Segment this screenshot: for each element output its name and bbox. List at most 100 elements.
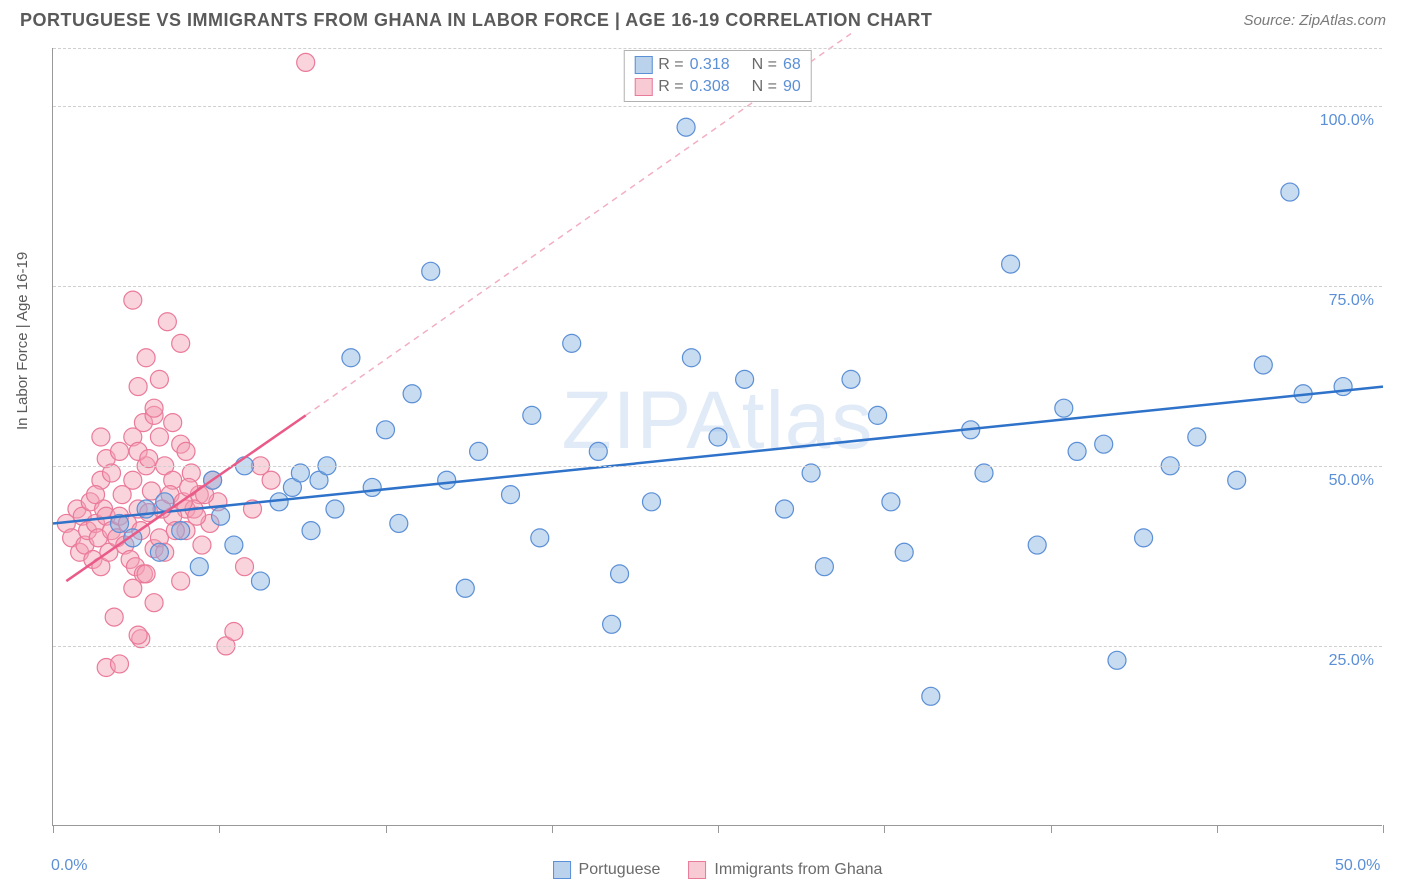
data-point xyxy=(251,572,269,590)
data-point xyxy=(326,500,344,518)
x-tick xyxy=(1217,825,1218,833)
r-label: R = xyxy=(658,54,683,76)
legend-swatch-blue xyxy=(634,56,652,74)
data-point xyxy=(1281,183,1299,201)
data-point xyxy=(150,428,168,446)
r-label: R = xyxy=(658,76,683,98)
data-point xyxy=(603,615,621,633)
legend-item-ghana: Immigrants from Ghana xyxy=(688,861,882,879)
data-point xyxy=(225,536,243,554)
data-point xyxy=(172,334,190,352)
data-point xyxy=(158,313,176,331)
legend-label: Portuguese xyxy=(579,861,661,879)
data-point xyxy=(129,378,147,396)
data-point xyxy=(502,486,520,504)
data-point xyxy=(193,536,211,554)
chart-plot-area: ZIPAtlas R = 0.318 N = 68 R = 0.308 N = … xyxy=(52,48,1382,826)
gridline xyxy=(53,106,1382,107)
data-point xyxy=(225,623,243,641)
data-point xyxy=(677,118,695,136)
data-point xyxy=(377,421,395,439)
data-point xyxy=(470,442,488,460)
data-point xyxy=(363,478,381,496)
data-point xyxy=(643,493,661,511)
gridline xyxy=(53,48,1382,49)
data-point xyxy=(1002,255,1020,273)
data-point xyxy=(137,349,155,367)
data-point xyxy=(1228,471,1246,489)
data-point xyxy=(842,370,860,388)
r-value: 0.318 xyxy=(690,54,730,76)
data-point xyxy=(342,349,360,367)
data-point xyxy=(111,442,129,460)
data-point xyxy=(438,471,456,489)
n-value: 90 xyxy=(783,76,801,98)
data-point xyxy=(523,406,541,424)
y-tick-label: 25.0% xyxy=(1329,652,1374,670)
data-point xyxy=(124,579,142,597)
x-tick-label: 0.0% xyxy=(51,857,87,875)
data-point xyxy=(302,522,320,540)
y-tick-label: 50.0% xyxy=(1329,472,1374,490)
data-point xyxy=(262,471,280,489)
data-point xyxy=(882,493,900,511)
data-point xyxy=(1188,428,1206,446)
legend-row-pink: R = 0.308 N = 90 xyxy=(634,76,801,98)
data-point xyxy=(145,399,163,417)
data-point xyxy=(456,579,474,597)
data-point xyxy=(736,370,754,388)
gridline xyxy=(53,646,1382,647)
data-point xyxy=(150,543,168,561)
data-point xyxy=(212,507,230,525)
chart-title: PORTUGUESE VS IMMIGRANTS FROM GHANA IN L… xyxy=(20,10,932,31)
legend-swatch-pink xyxy=(688,861,706,879)
x-tick xyxy=(718,825,719,833)
x-tick xyxy=(386,825,387,833)
data-point xyxy=(236,558,254,576)
legend-label: Immigrants from Ghana xyxy=(714,861,882,879)
y-tick-label: 100.0% xyxy=(1320,112,1374,130)
data-point xyxy=(1055,399,1073,417)
data-point xyxy=(129,626,147,644)
n-label: N = xyxy=(752,54,777,76)
data-point xyxy=(815,558,833,576)
data-point xyxy=(531,529,549,547)
data-point xyxy=(177,442,195,460)
data-point xyxy=(922,687,940,705)
data-point xyxy=(1068,442,1086,460)
data-point xyxy=(682,349,700,367)
x-tick xyxy=(1051,825,1052,833)
x-tick-label: 50.0% xyxy=(1335,857,1380,875)
legend-row-blue: R = 0.318 N = 68 xyxy=(634,54,801,76)
data-point xyxy=(87,486,105,504)
data-point xyxy=(611,565,629,583)
gridline xyxy=(53,466,1382,467)
data-point xyxy=(563,334,581,352)
legend-swatch-blue xyxy=(553,861,571,879)
legend-swatch-pink xyxy=(634,78,652,96)
series-legend: Portuguese Immigrants from Ghana xyxy=(553,861,883,879)
n-label: N = xyxy=(752,76,777,98)
data-point xyxy=(164,414,182,432)
data-point xyxy=(1135,529,1153,547)
r-value: 0.308 xyxy=(690,76,730,98)
data-point xyxy=(105,608,123,626)
data-point xyxy=(390,514,408,532)
trend-line xyxy=(53,387,1383,524)
x-tick xyxy=(552,825,553,833)
source-label: Source: ZipAtlas.com xyxy=(1243,12,1386,29)
y-axis-label: In Labor Force | Age 16-19 xyxy=(14,252,31,430)
data-point xyxy=(422,262,440,280)
correlation-legend: R = 0.318 N = 68 R = 0.308 N = 90 xyxy=(623,50,812,102)
data-point xyxy=(589,442,607,460)
data-point xyxy=(137,565,155,583)
data-point xyxy=(145,594,163,612)
gridline xyxy=(53,286,1382,287)
x-tick xyxy=(53,825,54,833)
data-point xyxy=(92,428,110,446)
y-tick-label: 75.0% xyxy=(1329,292,1374,310)
data-point xyxy=(869,406,887,424)
data-point xyxy=(111,655,129,673)
x-tick xyxy=(219,825,220,833)
data-point xyxy=(180,478,198,496)
